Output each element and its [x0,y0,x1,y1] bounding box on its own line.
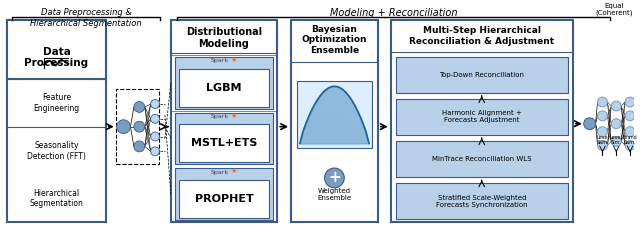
Text: Data Preprocessing &
Hierarchical Segmentation: Data Preprocessing & Hierarchical Segmen… [30,8,142,28]
Text: Spark: Spark [211,114,229,119]
Circle shape [134,141,145,152]
Text: ★: ★ [231,57,237,63]
Text: Harmonic Alignment +
Forecasts Adjustment: Harmonic Alignment + Forecasts Adjustmen… [442,110,522,123]
Circle shape [150,132,159,141]
Circle shape [625,127,635,137]
Circle shape [611,101,621,111]
Bar [396,99,568,135]
Circle shape [134,121,145,132]
Bar [175,168,273,220]
Bar [171,20,277,222]
Text: PROPHET: PROPHET [195,194,253,204]
Circle shape [625,111,635,121]
Text: MinTrace Reconciliation WLS: MinTrace Reconciliation WLS [432,156,531,162]
Bar [179,124,269,162]
Text: Top-Down Reconciliation: Top-Down Reconciliation [439,72,524,78]
Text: Feature
Engineering: Feature Engineering [33,94,79,113]
Text: Spark: Spark [211,170,229,175]
Text: Brand
Sam.: Brand Sam. [623,135,637,145]
Circle shape [611,119,621,129]
Circle shape [584,118,596,130]
Bar [175,113,273,164]
Circle shape [625,140,635,150]
Text: Multi-Step Hierarchical
Reconciliation & Adjustment: Multi-Step Hierarchical Reconciliation &… [409,26,554,46]
Bar [396,183,568,219]
Circle shape [150,114,159,123]
Bar [175,57,273,109]
Text: Level
Sim.: Level Sim. [610,135,623,145]
Text: Distributional
Modeling: Distributional Modeling [186,27,262,49]
Circle shape [611,137,621,146]
Bar [390,20,573,222]
Text: Data
Processing: Data Processing [24,47,88,68]
Circle shape [598,97,607,107]
Circle shape [598,140,607,150]
Circle shape [625,97,635,107]
Circle shape [150,147,159,156]
Text: +: + [328,170,340,186]
Text: Stratified Scale-Weighted
Forecasts Synchronization: Stratified Scale-Weighted Forecasts Sync… [436,195,527,208]
Circle shape [598,127,607,137]
Bar [7,20,106,79]
Bar [291,20,378,222]
Text: LGBM: LGBM [206,83,242,93]
Bar [297,81,372,148]
Text: Bayesian
Optimization
Ensemble: Bayesian Optimization Ensemble [301,25,367,55]
Bar [179,180,269,218]
Bar [396,57,568,93]
Text: ★: ★ [231,113,237,119]
Bar [116,89,159,164]
Circle shape [150,100,159,108]
Circle shape [598,111,607,121]
Text: Hierarchical
Segmentation: Hierarchical Segmentation [29,189,83,208]
Bar [179,69,269,107]
Bar [396,141,568,177]
Circle shape [324,168,344,188]
Text: Modeling + Reconciliation: Modeling + Reconciliation [330,8,458,18]
Text: MSTL+ETS: MSTL+ETS [191,138,257,148]
Bar [7,20,106,222]
Text: ★: ★ [231,168,237,174]
Text: Equal
(Coherent): Equal (Coherent) [596,3,633,16]
Text: Seasonality
Detection (FFT): Seasonality Detection (FFT) [27,141,86,161]
Text: Spark: Spark [211,58,229,63]
Circle shape [116,120,131,134]
Circle shape [134,102,145,112]
Text: Level
Sam.: Level Sam. [596,135,609,145]
Text: Weighted
Ensemble: Weighted Ensemble [317,188,351,201]
